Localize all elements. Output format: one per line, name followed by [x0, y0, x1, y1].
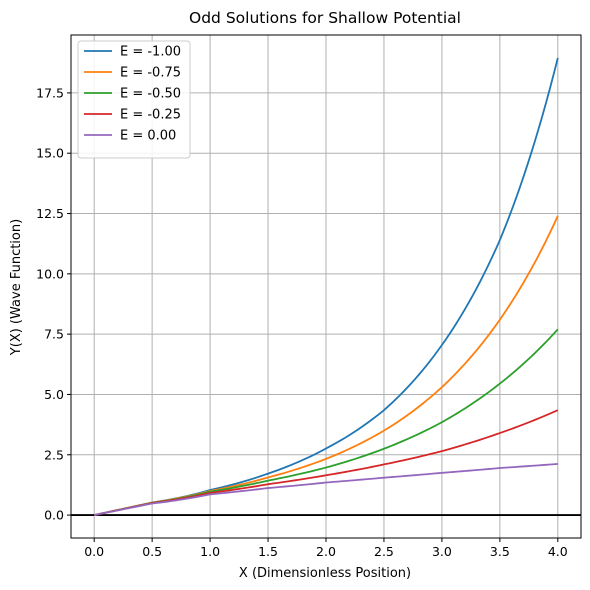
y-tick-label: 5.0 — [44, 387, 64, 402]
y-tick-label: 2.5 — [44, 447, 64, 462]
x-tick-label: 0.0 — [84, 544, 104, 559]
y-axis-ticks: 0.0 2.5 5.0 7.5 10.0 12.5 15.0 17.5 — [36, 85, 71, 523]
series-line — [94, 463, 558, 516]
x-tick-label: 1.0 — [200, 544, 220, 559]
x-tick-label: 2.0 — [316, 544, 336, 559]
y-axis-label: Y(X) (Wave Function) — [9, 219, 24, 356]
x-tick-label: 2.5 — [374, 544, 394, 559]
y-tick-label: 10.0 — [36, 266, 64, 281]
x-axis-ticks: 0.0 0.5 1.0 1.5 2.0 2.5 3.0 3.5 4.0 — [84, 538, 568, 559]
series-layer — [93, 57, 559, 516]
legend-label: E = -1.00 — [120, 45, 181, 60]
legend-label: E = -0.50 — [120, 87, 181, 102]
legend-label: E = 0.00 — [120, 129, 176, 144]
legend: E = -1.00 E = -0.75 E = -0.50 E = -0.25 E = … — [77, 40, 191, 159]
y-tick-label: 15.0 — [36, 146, 64, 161]
legend-label: E = -0.75 — [120, 66, 181, 81]
y-tick-label: 12.5 — [36, 206, 64, 221]
x-axis-label: X (Dimensionless Position) — [239, 566, 411, 581]
x-tick-label: 4.0 — [548, 544, 568, 559]
x-tick-label: 3.0 — [432, 544, 452, 559]
chart-title: Odd Solutions for Shallow Potential — [189, 9, 461, 27]
legend-box — [77, 40, 191, 159]
x-tick-label: 0.5 — [142, 544, 162, 559]
y-tick-label: 7.5 — [44, 327, 64, 342]
x-tick-label: 3.5 — [490, 544, 510, 559]
x-tick-label: 1.5 — [258, 544, 278, 559]
legend-label: E = -0.25 — [120, 108, 181, 123]
y-tick-label: 17.5 — [36, 85, 64, 100]
y-tick-label: 0.0 — [44, 508, 64, 523]
